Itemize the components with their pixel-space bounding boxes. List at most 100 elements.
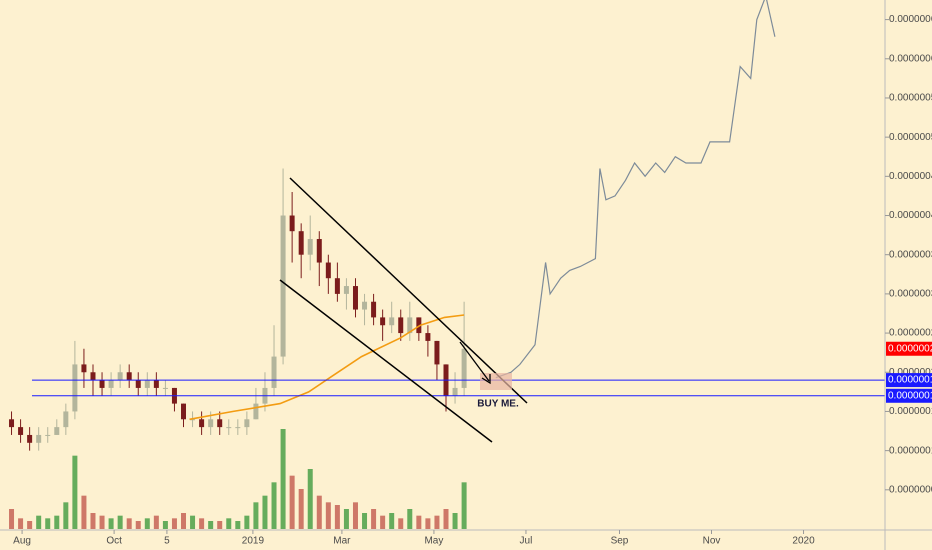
candle-body — [54, 427, 60, 435]
candle-body — [190, 419, 196, 421]
volume-bar — [208, 521, 214, 529]
volume-bar — [45, 518, 51, 529]
candle-body — [63, 411, 69, 428]
volume-bar — [416, 515, 422, 529]
candle-body — [362, 301, 368, 310]
candle-body — [253, 403, 259, 420]
volume-bar — [452, 513, 458, 529]
x-tick-label: May — [424, 536, 443, 547]
y-tick-label: 0.00000040 — [889, 210, 932, 221]
volume-bar — [126, 518, 132, 529]
volume-bar — [99, 515, 105, 529]
arrow-head — [481, 374, 491, 385]
volume-bar — [262, 495, 268, 529]
volume-bar — [190, 515, 196, 529]
volume-bar — [153, 515, 159, 529]
y-tick-label: 0.00000055 — [889, 93, 932, 104]
drawings: BUY ME. — [279, 177, 528, 443]
y-tick-label: 0.00000020 — [889, 367, 932, 378]
candle-body — [199, 419, 205, 428]
volume-bar — [380, 515, 386, 529]
volume-bar — [181, 513, 187, 529]
y-tick-label: 0.00000005 — [889, 484, 932, 495]
x-tick-label: Mar — [333, 536, 351, 547]
candle-body — [425, 333, 431, 341]
volume-bar — [461, 482, 467, 529]
x-tick-label: Sep — [611, 536, 629, 547]
candle-body — [434, 340, 440, 365]
x-tick-label: Jul — [520, 536, 533, 547]
volume-bar — [289, 475, 295, 529]
candle-body — [126, 372, 132, 381]
y-tick-label: 0.00000030 — [889, 289, 932, 300]
candle-body — [144, 380, 150, 388]
annotation: BUY ME. — [477, 399, 519, 410]
candle-body — [371, 301, 377, 318]
candle-body — [389, 317, 395, 326]
candle-body — [298, 231, 304, 255]
y-tick-label: 0.00000010 — [889, 445, 932, 456]
candle-body — [27, 434, 33, 443]
candle-body — [45, 434, 51, 436]
trend-line — [279, 279, 493, 443]
candle-body — [380, 317, 386, 326]
volume-bar — [343, 509, 349, 529]
volume-bar — [334, 505, 340, 529]
candle-body — [398, 317, 404, 334]
projection-line — [495, 0, 776, 379]
volume-bar — [298, 489, 304, 529]
ma-line — [189, 314, 465, 421]
volume-bar — [54, 515, 60, 529]
x-tick-label: Oct — [106, 536, 122, 547]
volume-bar — [72, 455, 78, 529]
candle-body — [208, 419, 214, 428]
candle-body — [135, 380, 141, 388]
volume-bar — [18, 518, 24, 529]
volume-bar — [443, 509, 449, 529]
candle-body — [153, 380, 159, 388]
candle-body — [343, 286, 349, 294]
y-tick-label: 0.00000050 — [889, 132, 932, 143]
volume-bar — [226, 518, 232, 529]
volume-bar — [389, 513, 395, 529]
volume-bar — [325, 502, 331, 529]
candle-body — [117, 372, 123, 381]
volume-bar — [253, 502, 259, 529]
candle-body — [81, 364, 87, 373]
candle-body — [226, 427, 232, 429]
volume-bar — [171, 518, 177, 529]
volume-bar — [162, 521, 168, 529]
y-tick-label: 0.00000025 — [889, 328, 932, 339]
candle-body — [162, 387, 168, 389]
candle-body — [316, 239, 322, 263]
volume-bar — [9, 509, 15, 529]
volume-bar — [280, 429, 286, 529]
volume-bar — [434, 515, 440, 529]
price-tag — [886, 341, 932, 356]
candle-body — [325, 262, 331, 279]
volume-bar — [316, 495, 322, 529]
candle-body — [289, 215, 295, 232]
volume-bar — [27, 521, 33, 529]
volume-bar — [144, 518, 150, 529]
price-tag-label: 0.00000023 — [888, 343, 932, 354]
volume-bar — [36, 515, 42, 529]
candle-body — [461, 348, 467, 388]
candle-body — [244, 419, 250, 428]
candle-body — [9, 419, 15, 428]
candle-body — [352, 286, 358, 310]
candle-body — [36, 434, 42, 443]
candle-body — [280, 215, 286, 357]
candle-body — [271, 356, 277, 388]
candle-body — [108, 380, 114, 388]
candle-body — [72, 364, 78, 412]
volume-bar — [135, 521, 141, 529]
candle-body — [452, 387, 458, 396]
y-tick-label: 0.00000060 — [889, 53, 932, 64]
y-tick-label: 0.00000035 — [889, 249, 932, 260]
candle-body — [217, 419, 223, 428]
volume-bar — [217, 521, 223, 529]
candle-body — [99, 380, 105, 388]
